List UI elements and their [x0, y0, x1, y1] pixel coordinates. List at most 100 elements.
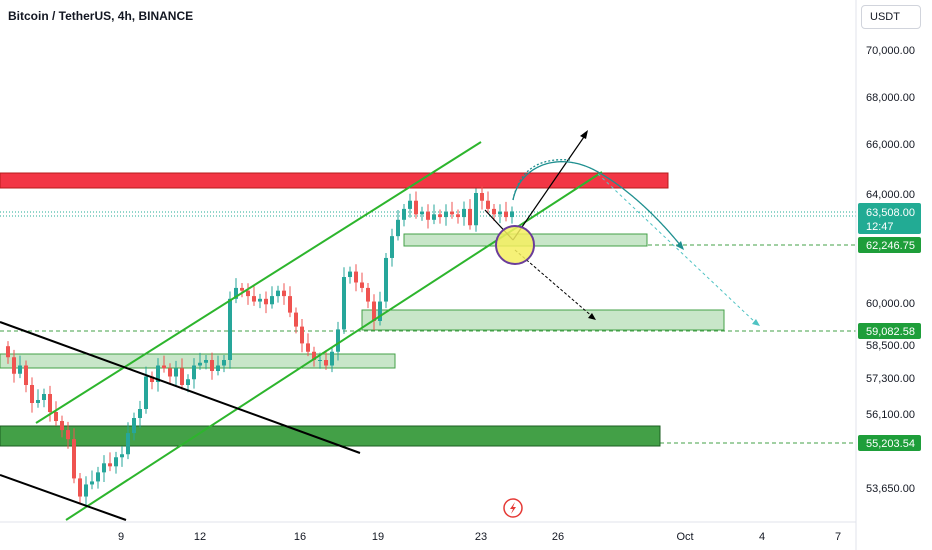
- candle-down: [54, 412, 58, 422]
- level-badge-59082: [858, 323, 921, 339]
- currency-selector-button[interactable]: USDT: [861, 5, 921, 29]
- bearish-dashed-arrow[interactable]: [514, 249, 595, 319]
- candle-down: [354, 271, 358, 283]
- candle-up: [90, 481, 94, 485]
- level-label-59082: 59,082.58: [866, 326, 915, 338]
- x-tick-label: 19: [372, 531, 384, 543]
- price-axis[interactable]: [856, 0, 932, 550]
- channel-upper-line[interactable]: [35, 141, 482, 424]
- candle-down: [468, 208, 472, 226]
- projection-dashed-arrow-icon: [752, 319, 760, 326]
- candle-up: [444, 211, 448, 218]
- y-tick-label: 68,000.00: [866, 92, 915, 104]
- candle-up: [276, 290, 280, 297]
- x-tick-label: 23: [475, 531, 487, 543]
- candle-up: [198, 362, 202, 366]
- x-tick-label: 7: [835, 531, 841, 543]
- candle-up: [498, 211, 502, 215]
- candle-down: [264, 298, 268, 305]
- x-axis-ticks: 9 12 16 19 23 26 Oct 4 7: [118, 531, 841, 543]
- candle-down: [504, 211, 508, 218]
- candle-up: [474, 193, 478, 226]
- candle-up: [18, 365, 22, 374]
- bearish-trendline-upper[interactable]: [0, 321, 361, 454]
- y-tick-label: 58,500.00: [866, 340, 915, 352]
- candle-up: [192, 365, 196, 380]
- candle-up: [396, 219, 400, 237]
- bearish-trendline-lower[interactable]: [0, 474, 127, 521]
- channel-lower-line[interactable]: [65, 171, 603, 521]
- candle-up: [186, 379, 190, 385]
- current-price-badge: [858, 203, 921, 234]
- candle-down: [438, 214, 442, 218]
- x-tick-label: 9: [118, 531, 124, 543]
- candle-down: [450, 211, 454, 215]
- candle-down: [108, 463, 112, 467]
- candle-down: [72, 439, 76, 479]
- lightning-bolt-icon: [510, 502, 516, 514]
- candle-down: [426, 211, 430, 220]
- support-zone-left[interactable]: [0, 353, 396, 369]
- level-label-62246: 62,246.75: [866, 240, 915, 252]
- chart-title: Bitcoin / TetherUS, 4h, BINANCE: [8, 9, 194, 23]
- y-axis-ticks: 70,000.00 68,000.00 66,000.00 64,000.00 60,0…: [866, 45, 915, 495]
- projection-arrow-icon: [676, 241, 684, 250]
- candle-up: [270, 296, 274, 305]
- support-zone-strong[interactable]: [0, 425, 661, 447]
- candle-down: [366, 287, 370, 302]
- candle-up: [132, 418, 136, 434]
- x-tick-label: 26: [552, 531, 564, 543]
- candle-down: [150, 376, 154, 382]
- candle-down: [456, 214, 460, 218]
- candle-up: [384, 257, 388, 302]
- candle-down: [180, 368, 184, 385]
- resistance-zone[interactable]: [0, 172, 669, 189]
- candle-up: [378, 301, 382, 321]
- level-badge-55203: [858, 435, 921, 451]
- candle-up: [216, 365, 220, 371]
- y-tick-label: 57,300.00: [866, 373, 915, 385]
- candle-down: [48, 394, 52, 412]
- candle-down: [24, 365, 28, 385]
- y-tick-label: 70,000.00: [866, 45, 915, 57]
- candle-up: [36, 400, 40, 403]
- candle-up: [342, 277, 346, 330]
- candle-up: [126, 433, 130, 455]
- x-tick-label: Oct: [676, 531, 693, 543]
- candle-down: [480, 193, 484, 201]
- candle-countdown-label: 12:47: [866, 221, 894, 233]
- candle-down: [252, 296, 256, 302]
- bullish-arrow-head-icon: [580, 130, 588, 139]
- candle-up: [204, 360, 208, 363]
- support-zone-middle[interactable]: [361, 309, 725, 331]
- y-tick-label: 60,000.00: [866, 298, 915, 310]
- candle-up: [348, 271, 352, 278]
- candle-up: [432, 214, 436, 220]
- current-price-label: 63,508.00: [866, 207, 915, 219]
- x-tick-label: 4: [759, 531, 765, 543]
- breakout-highlight-circle[interactable]: [495, 225, 535, 265]
- candle-up: [390, 236, 394, 258]
- candle-down: [492, 208, 496, 215]
- candle-down: [312, 351, 316, 360]
- projection-curve[interactable]: [512, 161, 682, 247]
- candle-up: [138, 409, 142, 418]
- candle-up: [318, 360, 322, 361]
- y-tick-label: 53,650.00: [866, 483, 915, 495]
- level-label-55203: 55,203.54: [866, 438, 915, 450]
- candle-down: [240, 287, 244, 291]
- candle-up: [114, 457, 118, 467]
- candle-up: [258, 298, 262, 302]
- lightning-icon[interactable]: [503, 498, 523, 518]
- projection-dashed-line[interactable]: [597, 173, 758, 325]
- bullish-arrow[interactable]: [512, 133, 587, 241]
- candle-down: [294, 312, 298, 327]
- candle-up: [330, 351, 334, 366]
- candle-down: [306, 343, 310, 352]
- candle-up: [222, 360, 226, 366]
- candle-down: [486, 200, 490, 209]
- candle-up: [96, 472, 100, 482]
- candle-up: [228, 298, 232, 360]
- candle-down: [288, 296, 292, 313]
